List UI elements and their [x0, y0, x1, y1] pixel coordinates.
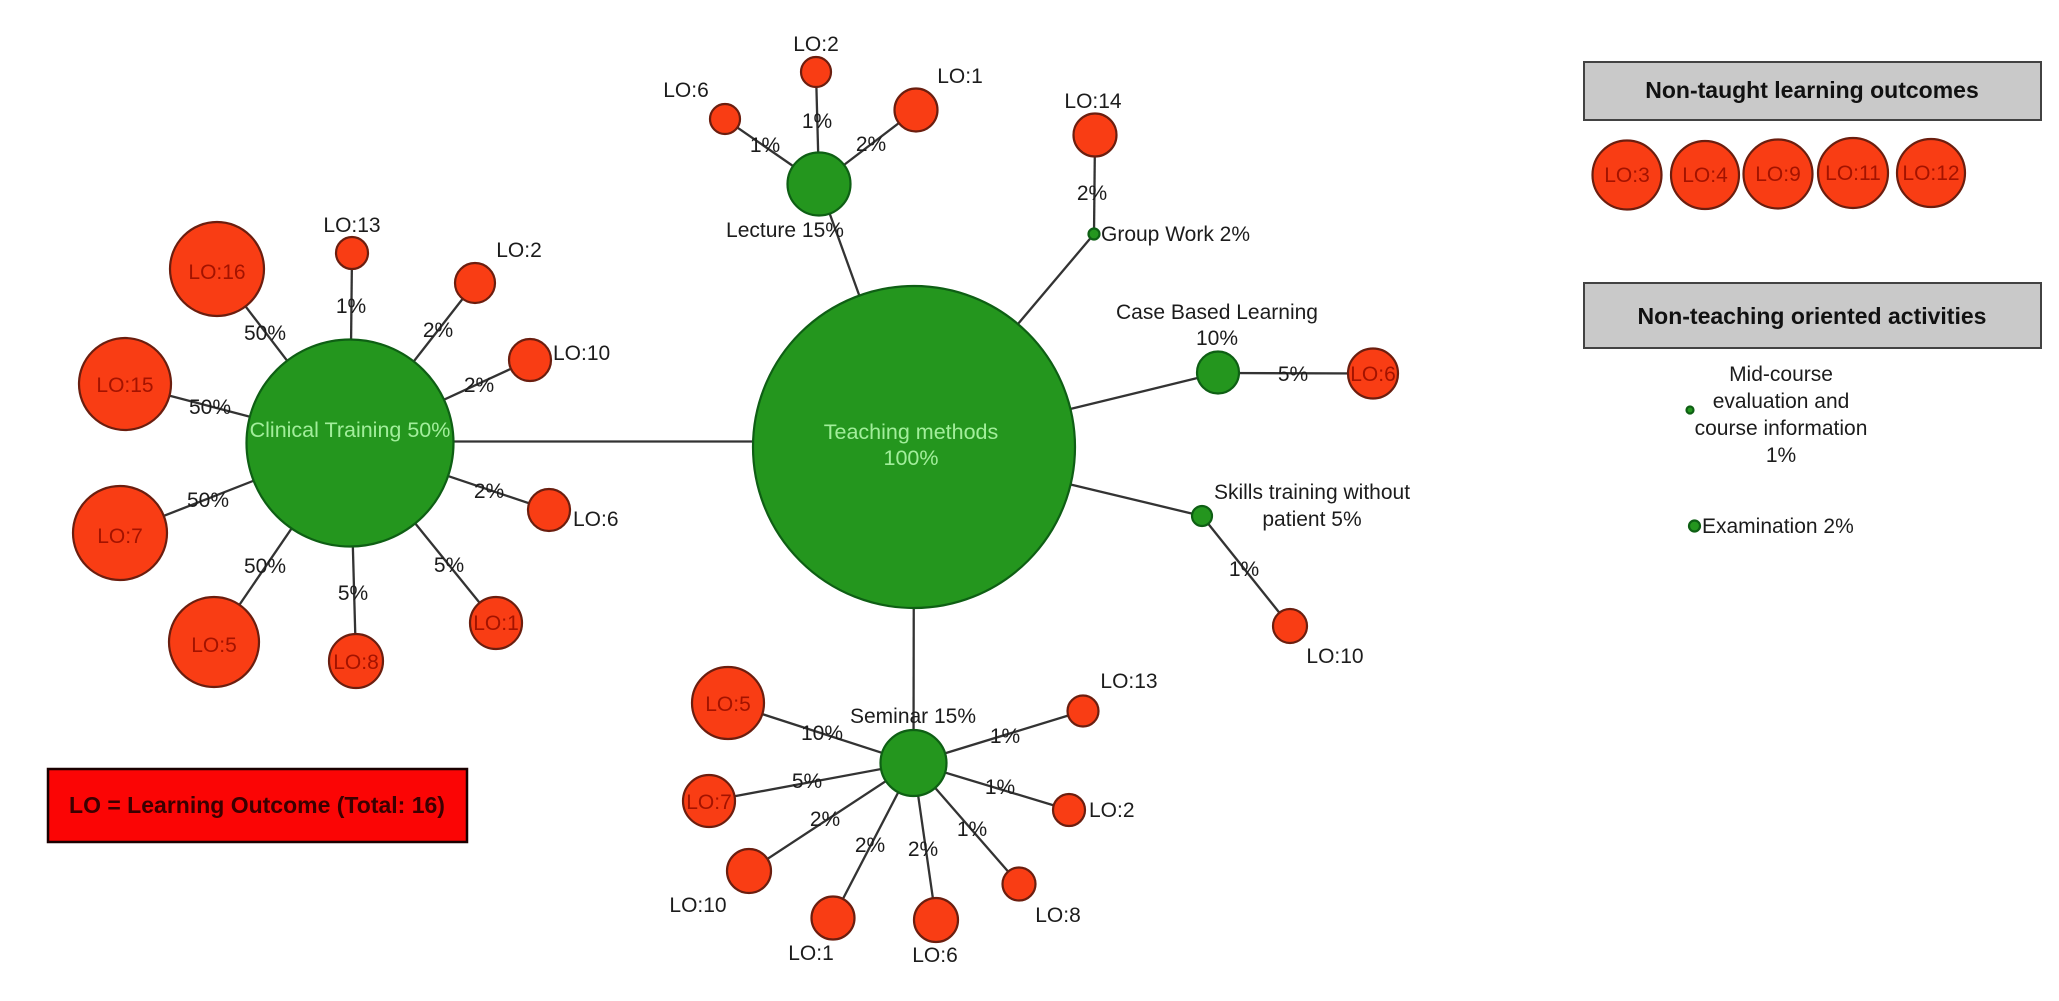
svg-text:LO:6: LO:6 — [1350, 363, 1396, 386]
svg-text:10%: 10% — [801, 722, 843, 745]
svg-text:2%: 2% — [423, 319, 453, 342]
svg-text:LO:1: LO:1 — [473, 612, 519, 635]
svg-text:LO:13: LO:13 — [1100, 670, 1157, 693]
svg-text:1%: 1% — [957, 818, 987, 841]
svg-text:evaluation and: evaluation and — [1713, 390, 1850, 413]
svg-text:5%: 5% — [338, 582, 368, 605]
svg-text:LO:14: LO:14 — [1064, 90, 1122, 113]
svg-text:Group Work 2%: Group Work 2% — [1101, 223, 1250, 246]
svg-text:1%: 1% — [1766, 444, 1796, 467]
svg-text:LO:4: LO:4 — [1682, 164, 1728, 187]
svg-text:LO:10: LO:10 — [1306, 645, 1363, 668]
svg-text:Non-teaching oriented activiti: Non-teaching oriented activities — [1638, 303, 1987, 329]
svg-text:1%: 1% — [336, 295, 366, 318]
svg-text:course information: course information — [1695, 417, 1868, 440]
svg-text:50%: 50% — [189, 396, 231, 419]
svg-text:LO:6: LO:6 — [663, 79, 709, 102]
svg-text:LO:11: LO:11 — [1825, 162, 1881, 185]
svg-text:2%: 2% — [855, 834, 885, 857]
svg-text:1%: 1% — [802, 110, 832, 133]
svg-text:2%: 2% — [1077, 182, 1107, 205]
svg-text:LO:8: LO:8 — [333, 651, 379, 674]
svg-text:LO:12: LO:12 — [1902, 162, 1959, 185]
svg-text:50%: 50% — [244, 322, 286, 345]
svg-text:LO:5: LO:5 — [705, 693, 751, 716]
svg-text:LO:10: LO:10 — [553, 342, 610, 365]
svg-text:2%: 2% — [464, 374, 494, 397]
svg-text:2%: 2% — [474, 480, 504, 503]
svg-text:1%: 1% — [985, 776, 1015, 799]
svg-text:Mid-course: Mid-course — [1729, 363, 1833, 386]
svg-text:LO:6: LO:6 — [912, 944, 958, 967]
svg-text:LO:1: LO:1 — [788, 942, 834, 965]
svg-text:Case Based Learning: Case Based Learning — [1116, 301, 1318, 324]
svg-text:LO = Learning Outcome (Total:: LO = Learning Outcome (Total: 16) — [69, 792, 445, 818]
svg-text:2%: 2% — [810, 808, 840, 831]
svg-text:5%: 5% — [792, 770, 822, 793]
svg-text:5%: 5% — [1278, 363, 1308, 386]
svg-text:100%: 100% — [884, 446, 939, 470]
svg-text:LO:7: LO:7 — [97, 525, 143, 548]
svg-text:2%: 2% — [856, 133, 886, 156]
svg-text:Non-taught learning outcomes: Non-taught learning outcomes — [1645, 77, 1979, 103]
svg-text:LO:6: LO:6 — [573, 508, 619, 531]
svg-text:LO:7: LO:7 — [686, 791, 732, 814]
svg-text:Teaching methods: Teaching methods — [824, 420, 999, 444]
svg-text:LO:10: LO:10 — [669, 894, 726, 917]
svg-text:patient 5%: patient 5% — [1262, 508, 1361, 531]
svg-text:Skills training without: Skills training without — [1214, 481, 1410, 504]
svg-text:Examination 2%: Examination 2% — [1702, 515, 1854, 538]
svg-text:LO:1: LO:1 — [937, 65, 983, 88]
svg-text:LO:5: LO:5 — [191, 634, 237, 657]
svg-text:1%: 1% — [990, 725, 1020, 748]
svg-text:LO:2: LO:2 — [793, 33, 839, 56]
svg-text:5%: 5% — [434, 554, 464, 577]
svg-text:LO:13: LO:13 — [323, 214, 380, 237]
svg-text:LO:9: LO:9 — [1755, 163, 1801, 186]
svg-text:LO:15: LO:15 — [96, 374, 153, 397]
svg-text:50%: 50% — [244, 555, 286, 578]
svg-text:50%: 50% — [187, 489, 229, 512]
svg-text:10%: 10% — [1196, 327, 1238, 350]
svg-text:LO:2: LO:2 — [1089, 799, 1135, 822]
svg-text:Seminar 15%: Seminar 15% — [850, 705, 976, 728]
svg-text:Clinical Training 50%: Clinical Training 50% — [250, 418, 451, 442]
svg-text:2%: 2% — [908, 838, 938, 861]
svg-text:LO:16: LO:16 — [188, 261, 245, 284]
svg-text:LO:8: LO:8 — [1035, 904, 1081, 927]
svg-text:Lecture 15%: Lecture 15% — [726, 219, 844, 242]
svg-text:1%: 1% — [1229, 558, 1259, 581]
svg-text:LO:3: LO:3 — [1604, 164, 1650, 187]
svg-text:LO:2: LO:2 — [496, 239, 542, 262]
svg-text:1%: 1% — [750, 134, 780, 157]
